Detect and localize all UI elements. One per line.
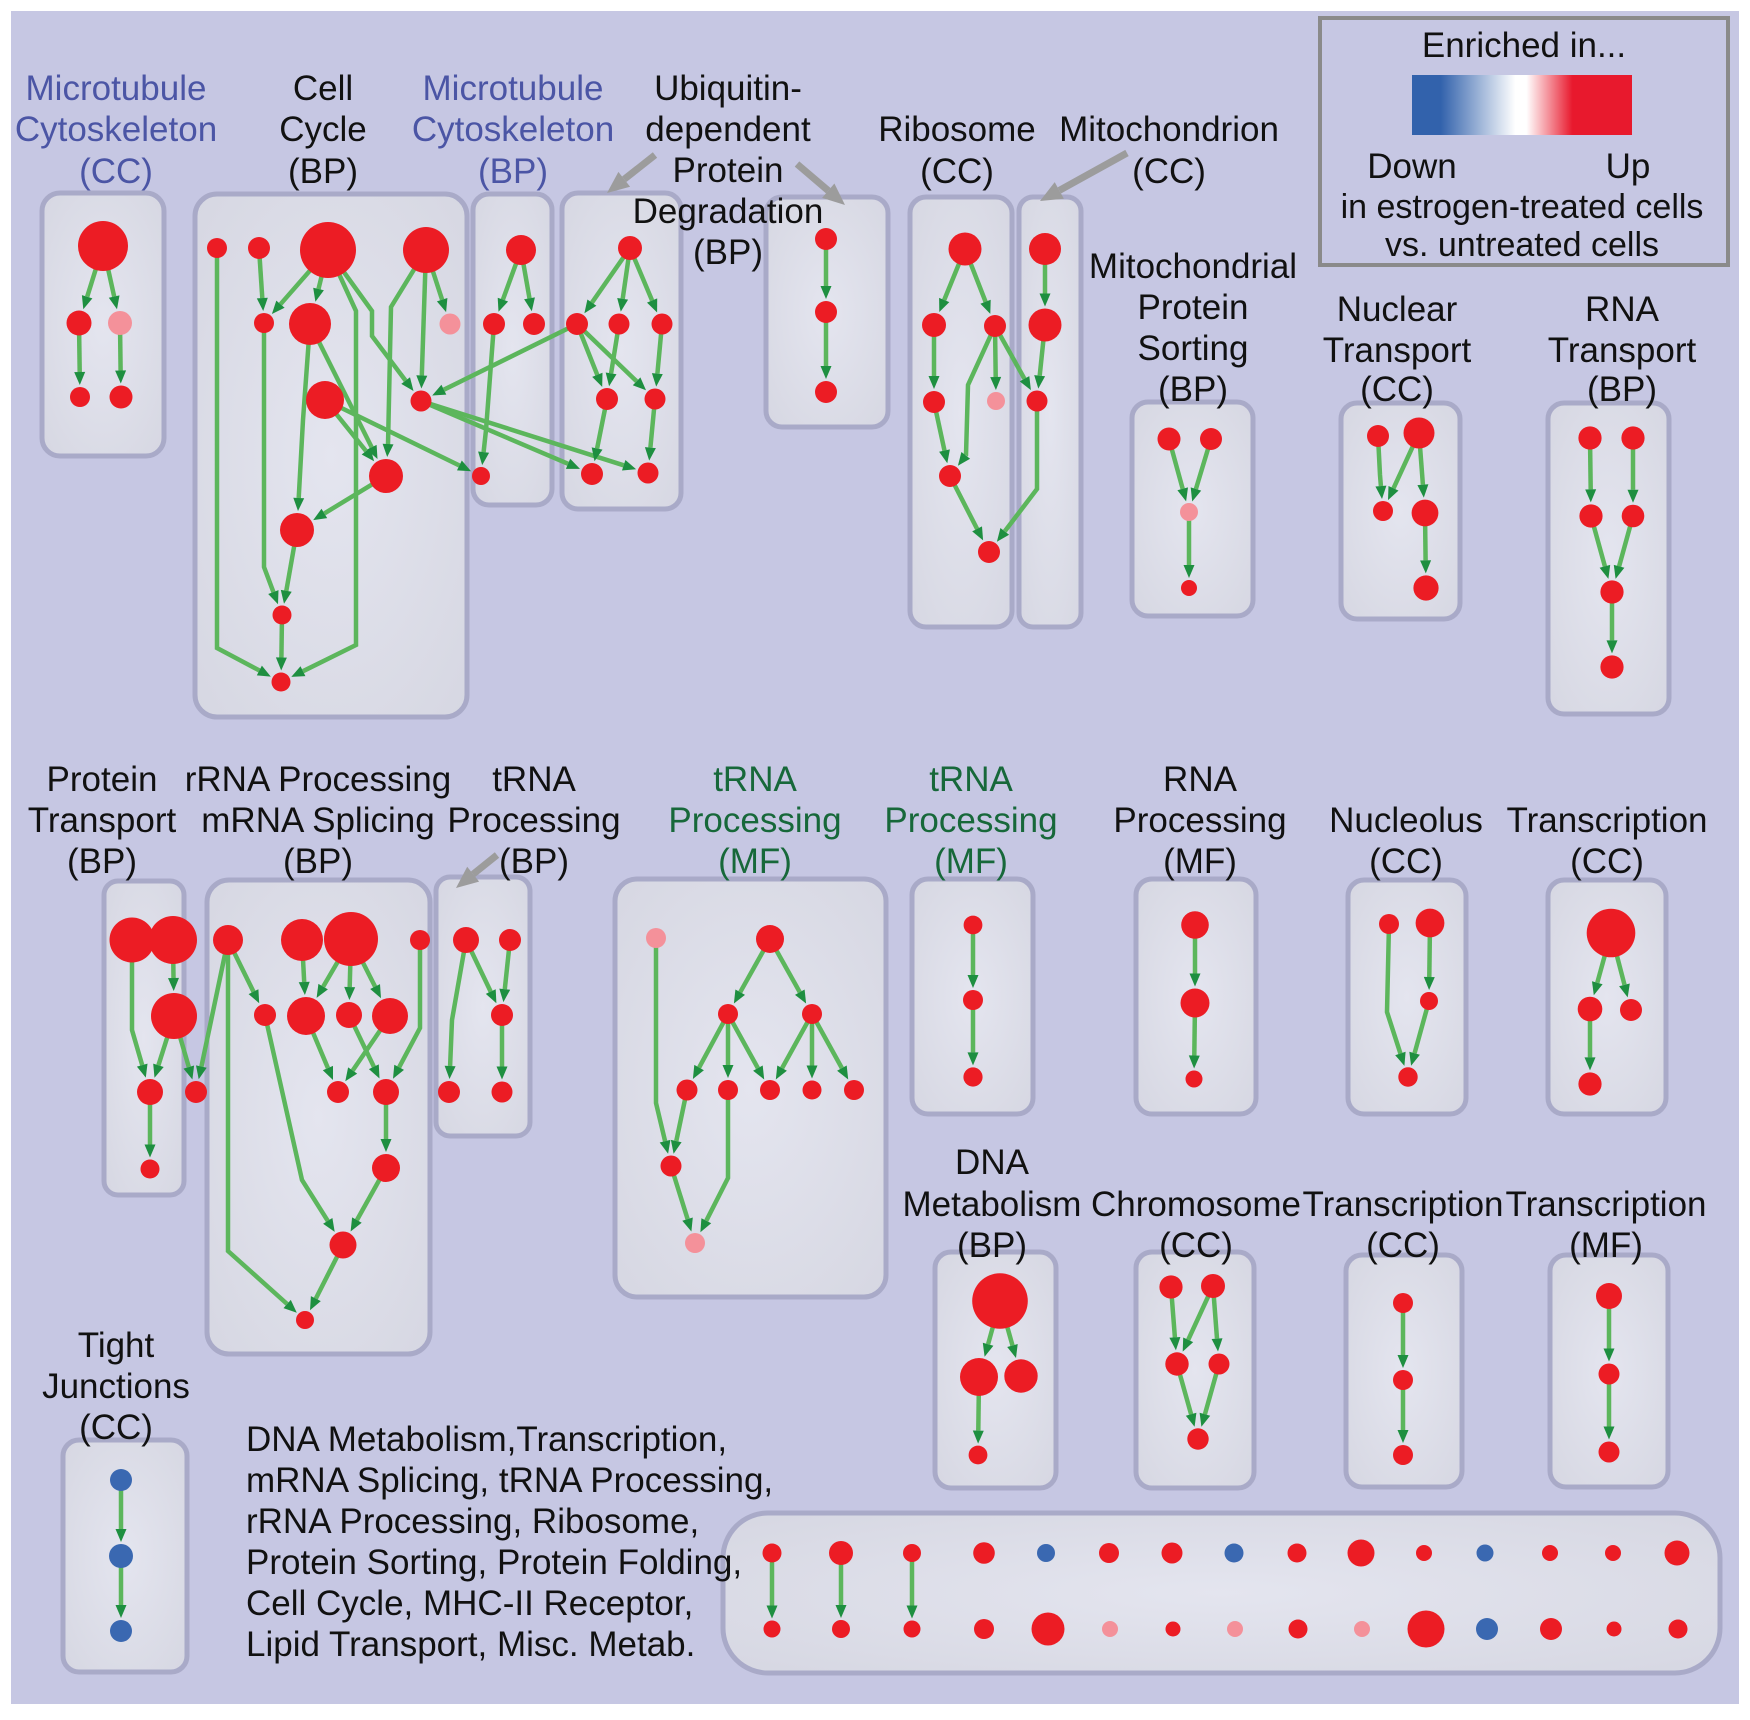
svg-text:(BP): (BP) (499, 842, 569, 881)
svg-text:Protein: Protein (47, 760, 158, 799)
svg-text:Ubiquitin-: Ubiquitin- (654, 69, 802, 108)
svg-text:(BP): (BP) (1158, 370, 1228, 409)
svg-text:Up: Up (1606, 147, 1651, 186)
svg-text:DNA Metabolism,Transcription,: DNA Metabolism,Transcription, (246, 1420, 727, 1459)
svg-text:Degradation: Degradation (633, 192, 824, 231)
svg-text:Protein Sorting, Protein Foldi: Protein Sorting, Protein Folding, (246, 1543, 742, 1582)
svg-text:Cytoskeleton: Cytoskeleton (412, 110, 614, 149)
svg-text:(CC): (CC) (79, 1408, 153, 1447)
svg-text:Transport: Transport (1548, 331, 1697, 370)
svg-text:rRNA Processing: rRNA Processing (185, 760, 451, 799)
svg-text:Junctions: Junctions (42, 1367, 190, 1406)
svg-text:RNA: RNA (1585, 290, 1660, 329)
svg-text:(BP): (BP) (957, 1226, 1027, 1265)
svg-text:Cell: Cell (293, 69, 353, 108)
svg-text:Cell Cycle, MHC-II Receptor,: Cell Cycle, MHC-II Receptor, (246, 1584, 693, 1623)
svg-text:DNA: DNA (955, 1143, 1030, 1182)
svg-text:(CC): (CC) (1360, 370, 1434, 409)
svg-text:Microtubule: Microtubule (26, 69, 207, 108)
svg-text:Transcription: Transcription (1507, 801, 1708, 840)
svg-text:Processing: Processing (668, 801, 841, 840)
svg-text:dependent: dependent (645, 110, 811, 149)
svg-text:mRNA Splicing, tRNA Processing: mRNA Splicing, tRNA Processing, (246, 1461, 773, 1500)
svg-text:Protein: Protein (673, 151, 784, 190)
svg-text:RNA: RNA (1163, 760, 1238, 799)
svg-text:Metabolism: Metabolism (903, 1185, 1082, 1224)
svg-text:(CC): (CC) (1369, 842, 1443, 881)
svg-text:(BP): (BP) (67, 842, 137, 881)
svg-text:Microtubule: Microtubule (423, 69, 604, 108)
svg-text:Mitochondrion: Mitochondrion (1059, 110, 1279, 149)
svg-text:Enriched in...: Enriched in... (1422, 26, 1626, 65)
svg-text:tRNA: tRNA (713, 760, 797, 799)
svg-text:Mitochondrial: Mitochondrial (1089, 247, 1297, 286)
svg-text:(MF): (MF) (934, 842, 1008, 881)
svg-text:Cycle: Cycle (279, 110, 367, 149)
svg-text:Lipid Transport, Misc. Metab.: Lipid Transport, Misc. Metab. (246, 1625, 695, 1664)
svg-text:Transport: Transport (28, 801, 177, 840)
svg-text:Transcription: Transcription (1303, 1185, 1504, 1224)
svg-text:rRNA Processing, Ribosome,: rRNA Processing, Ribosome, (246, 1502, 699, 1541)
svg-text:tRNA: tRNA (929, 760, 1013, 799)
svg-text:Ribosome: Ribosome (878, 110, 1036, 149)
svg-text:Nucleolus: Nucleolus (1329, 801, 1483, 840)
svg-text:Nuclear: Nuclear (1337, 290, 1458, 329)
svg-text:Transport: Transport (1323, 331, 1472, 370)
svg-text:Down: Down (1367, 147, 1456, 186)
svg-text:Transcription: Transcription (1506, 1185, 1707, 1224)
svg-text:(BP): (BP) (1587, 370, 1657, 409)
svg-text:Chromosome: Chromosome (1091, 1185, 1301, 1224)
svg-text:Sorting: Sorting (1138, 329, 1249, 368)
svg-text:in estrogen-treated cells: in estrogen-treated cells (1341, 188, 1704, 226)
svg-text:Cytoskeleton: Cytoskeleton (15, 110, 217, 149)
svg-text:(MF): (MF) (1569, 1226, 1643, 1265)
svg-text:(CC): (CC) (1159, 1226, 1233, 1265)
svg-text:(CC): (CC) (1132, 152, 1206, 191)
svg-text:(BP): (BP) (478, 152, 548, 191)
svg-text:(BP): (BP) (288, 152, 358, 191)
svg-text:(MF): (MF) (1163, 842, 1237, 881)
svg-text:vs. untreated cells: vs. untreated cells (1385, 226, 1659, 264)
svg-text:(CC): (CC) (920, 152, 994, 191)
svg-text:(CC): (CC) (79, 152, 153, 191)
svg-text:(BP): (BP) (283, 842, 353, 881)
svg-text:Tight: Tight (78, 1326, 155, 1365)
svg-text:mRNA Splicing: mRNA Splicing (201, 801, 434, 840)
svg-text:Processing: Processing (447, 801, 620, 840)
svg-text:tRNA: tRNA (492, 760, 576, 799)
svg-text:Processing: Processing (1113, 801, 1286, 840)
svg-text:(CC): (CC) (1570, 842, 1644, 881)
svg-text:Protein: Protein (1138, 288, 1249, 327)
svg-text:Processing: Processing (884, 801, 1057, 840)
svg-text:(CC): (CC) (1366, 1226, 1440, 1265)
svg-text:(MF): (MF) (718, 842, 792, 881)
svg-text:(BP): (BP) (693, 233, 763, 272)
